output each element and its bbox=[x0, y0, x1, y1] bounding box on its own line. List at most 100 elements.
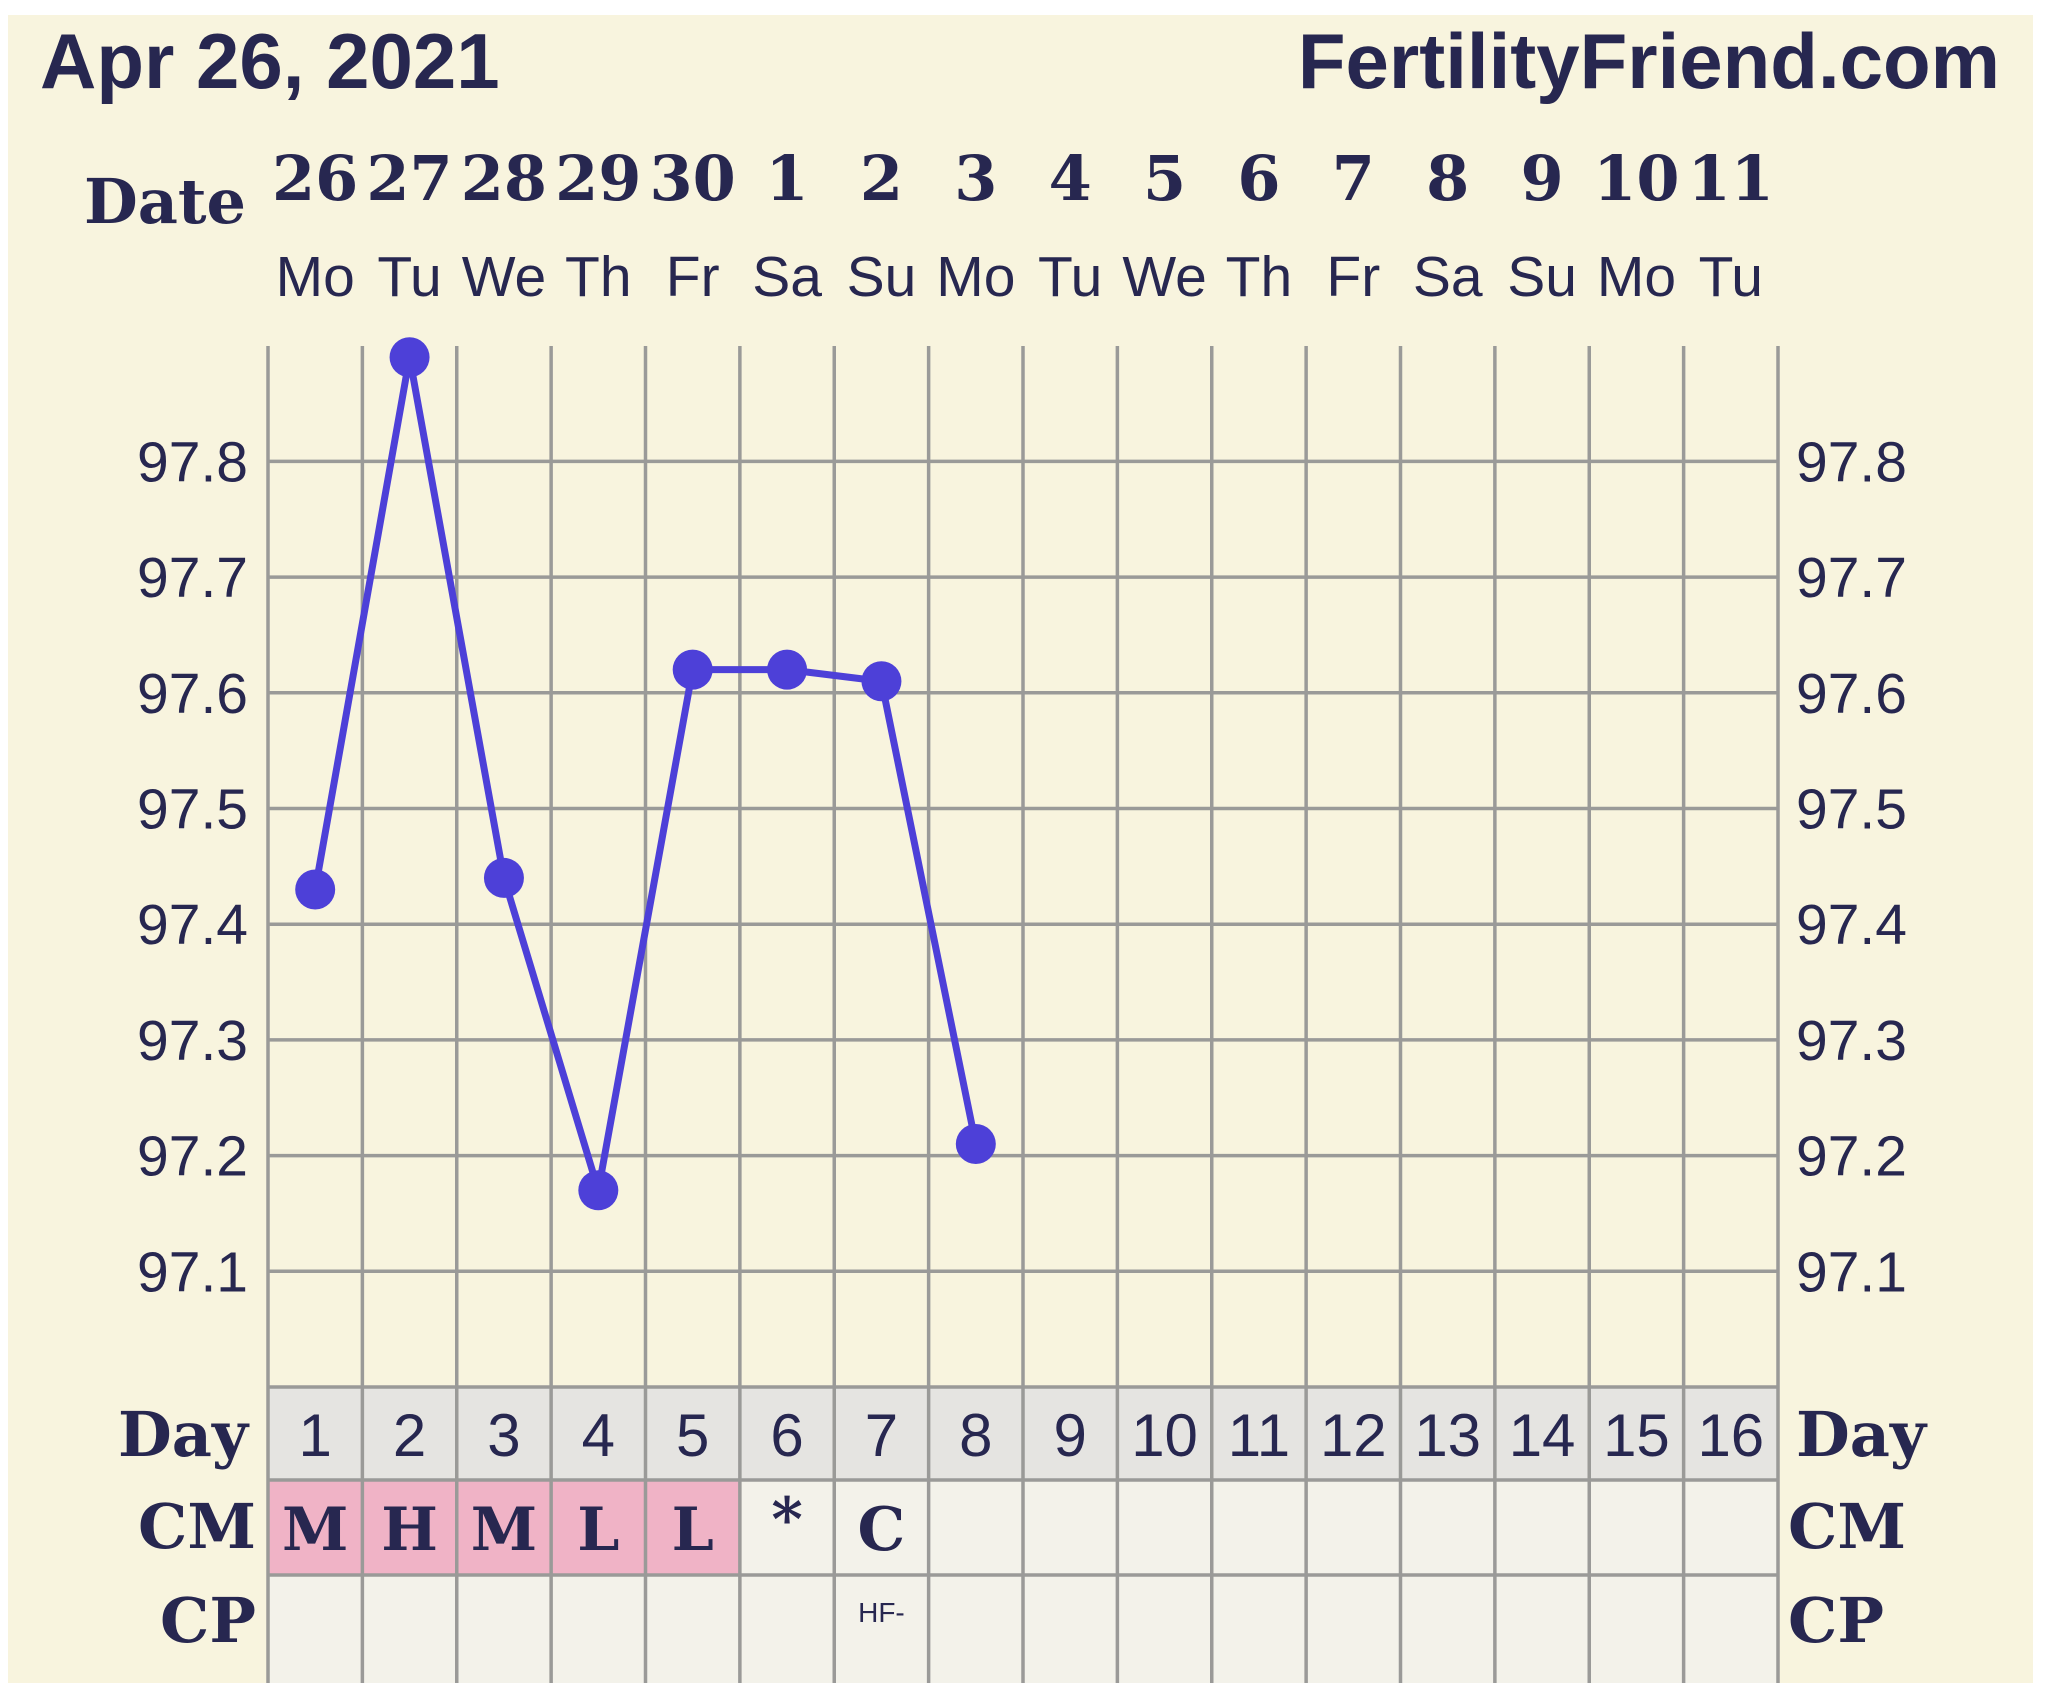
day-cell bbox=[268, 1387, 363, 1480]
day-row-label-left: Day bbox=[118, 1398, 250, 1471]
cp-row-label-right: CP bbox=[1788, 1584, 1884, 1657]
day-cell bbox=[362, 1387, 457, 1480]
cp-cell bbox=[928, 1575, 1023, 1683]
day-cell bbox=[834, 1387, 929, 1480]
date-row-label: Date bbox=[84, 165, 246, 238]
cm-row-label-left: CM bbox=[138, 1490, 256, 1563]
date-label: 10 bbox=[1593, 142, 1679, 215]
weekday-label: Mo bbox=[1597, 245, 1676, 309]
cp-cell bbox=[1494, 1575, 1590, 1683]
chart-date-title: Apr 26, 2021 bbox=[40, 17, 500, 105]
day-cell bbox=[928, 1387, 1023, 1480]
date-label: 30 bbox=[650, 142, 736, 215]
y-tick-label-left: 97.2 bbox=[137, 1125, 248, 1189]
weekday-label: Tu bbox=[1038, 245, 1102, 309]
y-tick-label-right: 97.4 bbox=[1796, 893, 1907, 957]
y-tick-label-right: 97.7 bbox=[1796, 546, 1907, 610]
weekday-label: We bbox=[462, 245, 546, 309]
y-tick-label-right: 97.6 bbox=[1796, 662, 1907, 726]
cm-cell bbox=[1683, 1480, 1778, 1575]
temperature-point bbox=[389, 337, 430, 378]
cm-value: L bbox=[672, 1495, 714, 1565]
cm-cell bbox=[1117, 1480, 1212, 1575]
date-label: 3 bbox=[954, 142, 997, 215]
cm-value: L bbox=[577, 1495, 619, 1565]
cp-cell bbox=[456, 1575, 552, 1683]
temperature-point bbox=[672, 649, 713, 690]
cycle-day-label: 2 bbox=[393, 1402, 426, 1469]
day-cell bbox=[1023, 1387, 1118, 1480]
day-cell bbox=[1589, 1387, 1684, 1480]
cm-cell bbox=[456, 1480, 552, 1575]
weekday-label: Th bbox=[1226, 245, 1293, 309]
cp-cell bbox=[362, 1575, 457, 1683]
weekday-label: Fr bbox=[1326, 245, 1380, 309]
cp-cell bbox=[268, 1575, 363, 1683]
cm-cell bbox=[1494, 1480, 1590, 1575]
cp-cell bbox=[739, 1575, 835, 1683]
date-label: 9 bbox=[1520, 142, 1563, 215]
weekday-label: Tu bbox=[377, 245, 441, 309]
cp-cell bbox=[1117, 1575, 1212, 1683]
cm-row-label-right: CM bbox=[1788, 1490, 1906, 1563]
cycle-day-label: 3 bbox=[487, 1402, 520, 1469]
date-label: 26 bbox=[272, 142, 358, 215]
y-tick-label-left: 97.4 bbox=[137, 893, 248, 957]
temperature-point bbox=[861, 661, 902, 702]
date-label: 8 bbox=[1426, 142, 1469, 215]
cp-row-label-left: CP bbox=[160, 1584, 256, 1657]
weekday-label: We bbox=[1122, 245, 1206, 309]
temperature-point bbox=[295, 869, 336, 910]
day-cell bbox=[1494, 1387, 1590, 1480]
weekday-label: Tu bbox=[1699, 245, 1763, 309]
y-tick-label-left: 97.6 bbox=[137, 662, 248, 726]
cm-cell bbox=[268, 1480, 363, 1575]
temperature-point bbox=[483, 857, 524, 898]
date-label: 7 bbox=[1332, 142, 1375, 215]
date-label: 4 bbox=[1049, 142, 1092, 215]
day-cell bbox=[456, 1387, 552, 1480]
cycle-day-label: 13 bbox=[1414, 1402, 1481, 1469]
weekday-label: Mo bbox=[276, 245, 355, 309]
weekday-label: Su bbox=[847, 245, 917, 309]
cp-cell bbox=[1306, 1575, 1401, 1683]
y-tick-label-right: 97.3 bbox=[1796, 1009, 1907, 1073]
cp-cell bbox=[1683, 1575, 1778, 1683]
cm-cell bbox=[1589, 1480, 1684, 1575]
weekday-label: Sa bbox=[752, 245, 822, 309]
cp-cell bbox=[834, 1575, 929, 1683]
day-cell bbox=[1306, 1387, 1401, 1480]
cm-value: * bbox=[771, 1485, 802, 1555]
cp-cell bbox=[1589, 1575, 1684, 1683]
weekday-label: Sa bbox=[1413, 245, 1483, 309]
y-tick-label-right: 97.5 bbox=[1796, 778, 1907, 842]
date-label: 1 bbox=[765, 142, 808, 215]
date-label: 11 bbox=[1688, 142, 1774, 215]
day-cell bbox=[1400, 1387, 1495, 1480]
date-label: 2 bbox=[860, 142, 903, 215]
cycle-day-label: 10 bbox=[1131, 1402, 1198, 1469]
cp-cell bbox=[1023, 1575, 1118, 1683]
cm-value: M bbox=[471, 1495, 537, 1565]
site-name: FertilityFriend.com bbox=[1298, 17, 2000, 105]
cm-cell bbox=[1023, 1480, 1118, 1575]
cycle-day-label: 6 bbox=[770, 1402, 803, 1469]
temperature-point bbox=[578, 1170, 619, 1211]
cp-value: HF- bbox=[858, 1597, 905, 1628]
y-tick-label-left: 97.5 bbox=[137, 778, 248, 842]
date-label: 29 bbox=[555, 142, 641, 215]
cm-cell bbox=[739, 1480, 835, 1575]
cycle-day-label: 11 bbox=[1228, 1402, 1290, 1469]
cm-cell bbox=[645, 1480, 740, 1575]
cp-cell bbox=[1400, 1575, 1495, 1683]
date-label: 28 bbox=[461, 142, 547, 215]
y-tick-label-right: 97.2 bbox=[1796, 1125, 1907, 1189]
cycle-day-label: 5 bbox=[676, 1402, 709, 1469]
y-tick-label-left: 97.8 bbox=[137, 430, 248, 494]
cp-cell bbox=[1211, 1575, 1307, 1683]
weekday-label: Su bbox=[1507, 245, 1577, 309]
date-label: 6 bbox=[1237, 142, 1280, 215]
cp-cell bbox=[551, 1575, 646, 1683]
